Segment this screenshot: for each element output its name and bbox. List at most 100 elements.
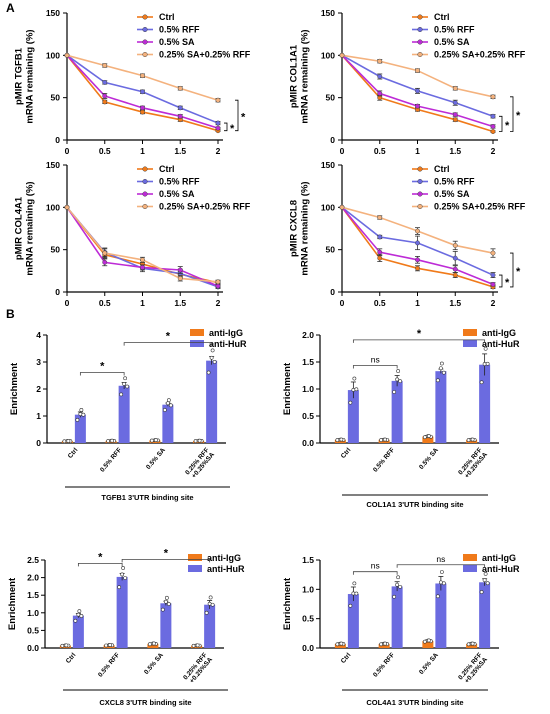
data-point [452, 112, 458, 118]
replicate-dot [483, 571, 488, 576]
x-tick-label: 0 [340, 298, 345, 308]
replicate-dot [64, 643, 69, 648]
replicate-dot [106, 439, 111, 443]
replicate-dot [339, 641, 344, 646]
data-point [452, 85, 458, 91]
legend-swatch-marker [417, 14, 423, 20]
bar-chart-1: 0 1 2 3 4 Ctrl 0.5% RFF 0.5% SA 0.25% RFF+0.25%S… [36, 328, 247, 502]
replicate-dot [149, 438, 154, 443]
replicate-dot [163, 599, 168, 604]
replicate-dot [335, 438, 340, 442]
replicate-dot [151, 641, 156, 646]
replicate-dot [62, 439, 67, 444]
replicate-dot [379, 438, 384, 442]
line-chart-2: 0 50 100 150 0 0.5 1 1.5 2 Ctrl 0.5% RFF 0.5% SA 0.2… [321, 8, 526, 156]
legend-label: 0.25% SA+0.25% RFF [434, 202, 526, 212]
replicate-dot [147, 642, 152, 647]
x-axis-caption: COL4A1 3'UTR binding site [366, 698, 463, 707]
replicate-dot [81, 412, 86, 417]
comparison-label: ns [371, 561, 380, 571]
data-point [215, 279, 221, 285]
comparison-label: ns [436, 554, 445, 564]
x-tick-label: 0.5% RFF [99, 447, 123, 474]
x-tick-label-line: 0.5% RFF [372, 652, 396, 679]
x-tick-label: 1.5 [449, 298, 461, 308]
replicate-dot [485, 581, 490, 586]
x-tick-label-line: Ctrl [67, 447, 80, 460]
y-tick-label: 50 [51, 245, 61, 255]
replicate-dot [119, 392, 124, 397]
line-chart-3: 0 50 100 150 0 0.5 1 1.5 2 Ctrl 0.5% RFF 0.5% SA 0.2… [46, 160, 251, 308]
data-point [102, 250, 108, 256]
replicate-dot [197, 438, 202, 443]
legend-swatch-marker [417, 178, 423, 185]
data-point [490, 250, 496, 256]
data-point [490, 129, 496, 134]
y-tick-label: 2 [36, 384, 41, 394]
data-point [415, 240, 420, 246]
y-tick-label: 0 [330, 135, 335, 145]
replicate-dot [383, 641, 388, 646]
significance-label: * [516, 266, 521, 278]
y-tick-label: 1.5 [302, 357, 314, 367]
replicate-dot [153, 438, 158, 442]
legend-label: 0.5% RFF [434, 177, 475, 187]
replicate-dot [395, 377, 400, 382]
legend-swatch-marker [142, 203, 148, 210]
x-tick-label: 0.5% SA [145, 447, 167, 471]
x-tick-label: 0.5 [374, 298, 386, 308]
replicate-dot [351, 387, 356, 392]
y-tick-label: 2.0 [302, 330, 314, 340]
replicate-dot [470, 437, 475, 442]
y-tick-label: 0.0 [302, 643, 314, 653]
bar [74, 414, 86, 443]
data-point [339, 52, 345, 58]
legend-swatch-marker [417, 26, 423, 33]
replicate-dot [435, 594, 440, 599]
legend-label: anti-IgG [482, 328, 516, 338]
bar [162, 404, 174, 443]
replicate-dot [168, 403, 173, 408]
x-axis-caption: TGFB1 3'UTR binding site [101, 493, 193, 502]
y-tick-label: 1.0 [27, 608, 39, 618]
data-point [490, 113, 496, 119]
y-tick-label: 150 [46, 8, 60, 18]
legend-swatch-marker [142, 39, 148, 45]
significance-bracket [499, 274, 503, 288]
y-axis-title-b1: Enrichment [9, 362, 20, 415]
replicate-dot [354, 387, 359, 392]
y-axis-title-line: Enrichment [9, 362, 20, 415]
replicate-dot [78, 412, 83, 416]
legend-swatch-marker [142, 166, 148, 172]
replicate-dot [60, 643, 65, 648]
data-point [415, 257, 420, 263]
y-axis-title-line: Enrichment [282, 362, 293, 415]
x-tick-label: 2 [216, 146, 221, 156]
data-point [377, 215, 383, 220]
legend-label: 0.5% RFF [159, 177, 200, 187]
y-axis-title-line: mRNA remaining (%) [300, 181, 311, 275]
significance-label: * [230, 123, 235, 135]
legend-swatch-marker [142, 178, 148, 185]
replicate-dot [73, 618, 78, 623]
legend-label: 0.5% SA [159, 189, 195, 199]
replicate-dot [485, 361, 490, 366]
legend-label: Ctrl [159, 164, 175, 174]
legend-label: Ctrl [434, 164, 450, 174]
legend-label: Ctrl [159, 12, 175, 22]
bar [391, 586, 403, 648]
data-point [415, 103, 420, 109]
legend-label: anti-HuR [207, 564, 245, 574]
legend-label: 0.25% SA+0.25% RFF [159, 202, 251, 212]
replicate-dot [209, 355, 214, 360]
bar [347, 594, 359, 648]
y-tick-label: 3 [36, 357, 41, 367]
x-tick-label: 2 [491, 146, 496, 156]
y-tick-label: 0.5 [27, 625, 39, 635]
y-tick-label: 0 [55, 287, 60, 297]
x-tick-label: Ctrl [340, 447, 353, 460]
significance-bracket [235, 99, 239, 132]
significance-label: * [241, 111, 246, 123]
